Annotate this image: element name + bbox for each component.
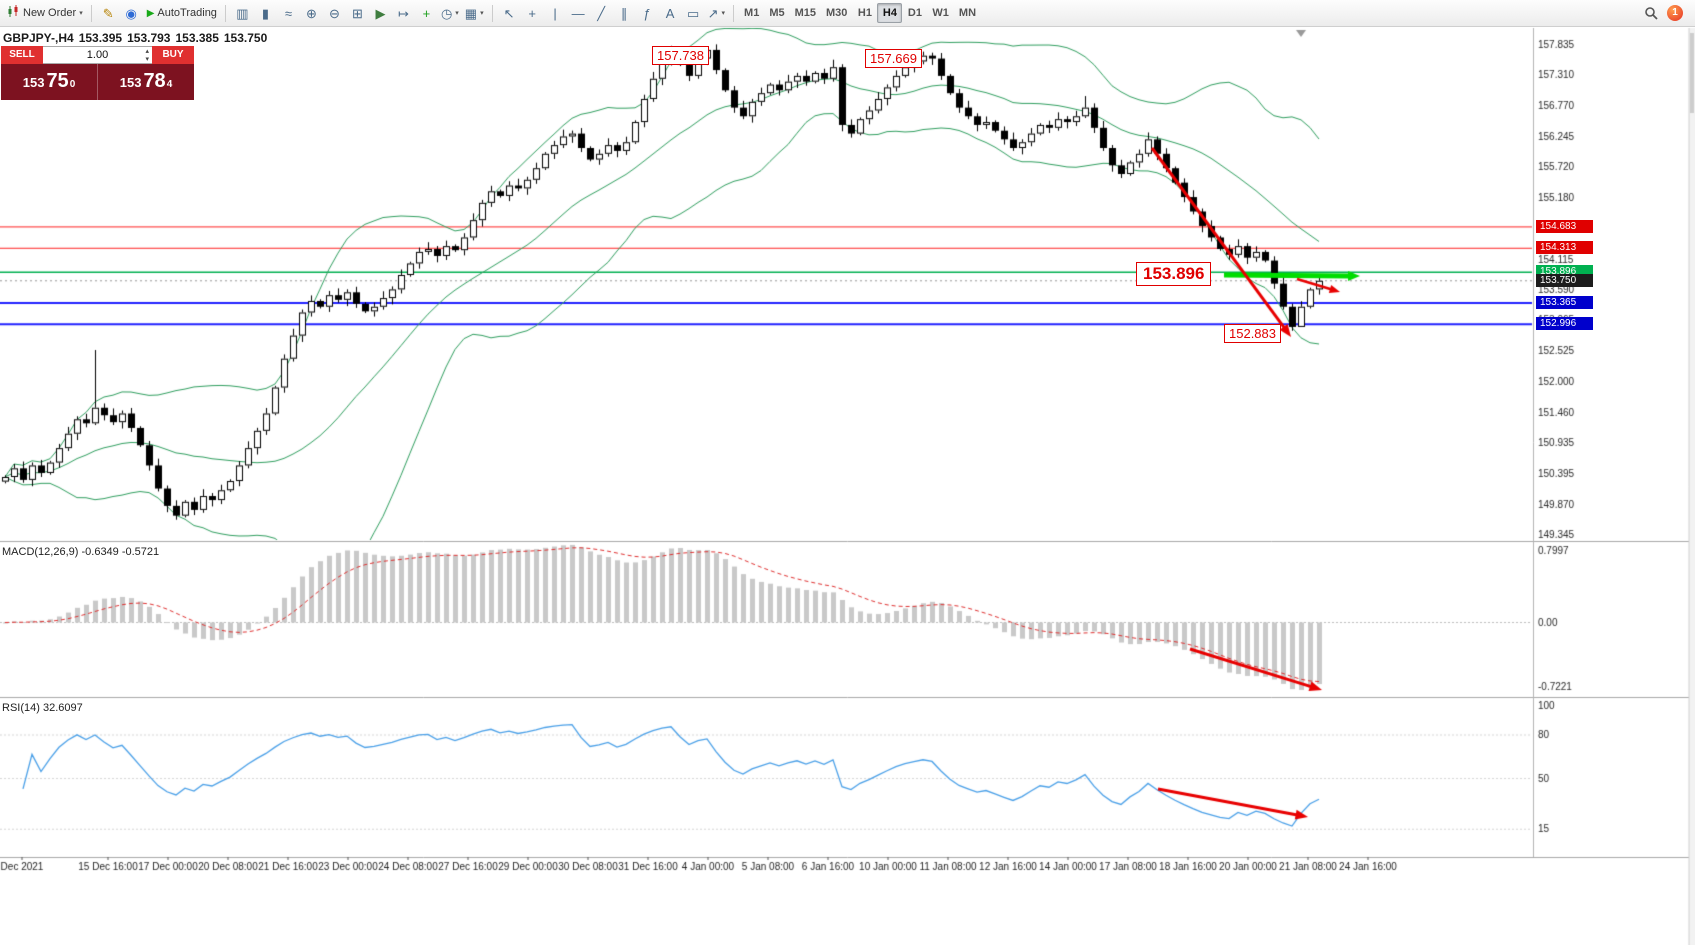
toolbar-timeframes: M1 M5 M15 M30 H1 H4 D1 W1 MN [739,3,981,23]
price-annotation[interactable]: 153.896 [1136,262,1212,286]
quote-low: 153.385 [175,31,219,45]
timeframe-m15[interactable]: M15 [790,3,821,23]
metaeditor-icon[interactable]: ✎ [97,2,120,24]
symbol-info: GBPJPY-,H4 153.395 153.793 153.385 153.750 [3,31,272,45]
price-badge: 153.750 [1536,273,1593,287]
timeframe-mn[interactable]: MN [954,3,981,23]
crosshair-icon[interactable]: + [521,2,544,24]
spin-up-icon[interactable]: ▴ [145,48,149,55]
price-annotation[interactable]: 152.883 [1224,324,1281,343]
toolbar-draw-tools: ↖ + | — ╱ ∥ ƒ A ▭ ↗ ▾ [498,2,728,24]
quote-open: 153.395 [78,31,123,45]
vertical-line-icon[interactable]: | [544,2,567,24]
bar-chart-icon[interactable]: ▥ [231,2,254,24]
buy-price[interactable]: 153 78 4 [119,70,173,92]
toolbar-separator [224,4,226,22]
volume-value: 1.00 [86,49,109,61]
channel-icon[interactable]: ∥ [613,2,636,24]
spin-down-icon[interactable]: ▾ [145,56,149,63]
one-click-trading-panel: SELL 1.00 ▴ ▾ BUY 153 75 0 153 78 4 [1,46,194,100]
autotrading-button[interactable]: ▶ AutoTrading [144,2,220,24]
timeframe-h1[interactable]: H1 [852,3,877,23]
new-order-button[interactable]: New Order ▾ [4,2,86,24]
timeframe-m30[interactable]: M30 [821,3,852,23]
search-button[interactable] [1639,2,1662,24]
autotrading-label: AutoTrading [157,7,217,19]
chevron-down-icon: ▾ [721,10,726,17]
line-chart-icon[interactable]: ≈ [277,2,300,24]
cursor-icon[interactable]: ↖ [498,2,521,24]
tile-windows-icon[interactable]: ⊞ [346,2,369,24]
candlestick-chart-icon [7,5,20,21]
candlestick-icon[interactable]: ▮ [254,2,277,24]
templates-icon[interactable]: ▦ ▾ [462,2,487,24]
timeframe-d1[interactable]: D1 [902,3,927,23]
chevron-down-icon: ▾ [79,10,83,17]
add-indicator-icon[interactable]: + [415,2,438,24]
price-annotation[interactable]: 157.738 [652,46,709,65]
zoom-out-icon[interactable]: ⊖ [323,2,346,24]
toolbar-separator [90,4,92,22]
fibonacci-icon[interactable]: ƒ [636,2,659,24]
chevron-down-icon: ▾ [455,10,459,17]
auto-scroll-icon[interactable]: ▶ [369,2,392,24]
rsi-label: RSI(14) 32.6097 [2,702,83,714]
price-annotation[interactable]: 157.669 [865,49,922,68]
play-icon: ▶ [146,7,155,19]
text-icon[interactable]: A [659,2,682,24]
macd-label: MACD(12,26,9) -0.6349 -0.5721 [2,546,160,558]
horizontal-line-icon[interactable]: — [567,2,590,24]
timeframe-h4[interactable]: H4 [877,3,903,23]
search-icon [1644,7,1658,20]
periods-icon[interactable]: ◷ ▾ [438,2,462,24]
arrows-icon[interactable]: ↗ ▾ [705,2,728,24]
toolbar-left-icons: ✎ ◉ [97,2,143,24]
price-badge: 154.683 [1536,219,1593,233]
quote-high: 153.793 [127,31,171,45]
toolbar: New Order ▾ ✎ ◉ ▶ AutoTrading ▥ ▮ ≈ ⊕ ⊖ ⊞ ▶ ↦ + ◷ ▾… [0,0,1695,27]
volume-spinner[interactable]: ▴ ▾ [145,48,149,64]
new-order-label: New Order [23,7,77,19]
toolbar-chart-tools: ▥ ▮ ≈ ⊕ ⊖ ⊞ ▶ ↦ + ◷ ▾ ▦ ▾ [231,2,487,24]
price-badge: 152.996 [1536,317,1593,331]
sell-button[interactable]: SELL [1,46,43,64]
buy-button[interactable]: BUY [152,46,194,64]
zoom-in-icon[interactable]: ⊕ [300,2,323,24]
toolbar-separator [733,4,735,22]
volume-field[interactable]: 1.00 ▴ ▾ [43,46,152,64]
label-icon[interactable]: ▭ [682,2,705,24]
notification-badge[interactable]: 1 [1667,5,1683,21]
price-badge: 154.313 [1536,241,1593,255]
timeframe-m1[interactable]: M1 [739,3,764,23]
price-badge: 153.365 [1536,295,1593,309]
chevron-down-icon: ▾ [480,10,484,17]
options-icon[interactable]: ◉ [120,2,143,24]
chart-shift-icon[interactable]: ↦ [392,2,415,24]
trendline-icon[interactable]: ╱ [590,2,613,24]
timeframe-w1[interactable]: W1 [927,3,954,23]
quote-close: 153.750 [223,31,268,45]
sell-price[interactable]: 153 75 0 [1,64,98,100]
toolbar-separator [491,4,493,22]
timeframe-m5[interactable]: M5 [764,3,789,23]
symbol-period: GBPJPY-,H4 [3,31,74,45]
